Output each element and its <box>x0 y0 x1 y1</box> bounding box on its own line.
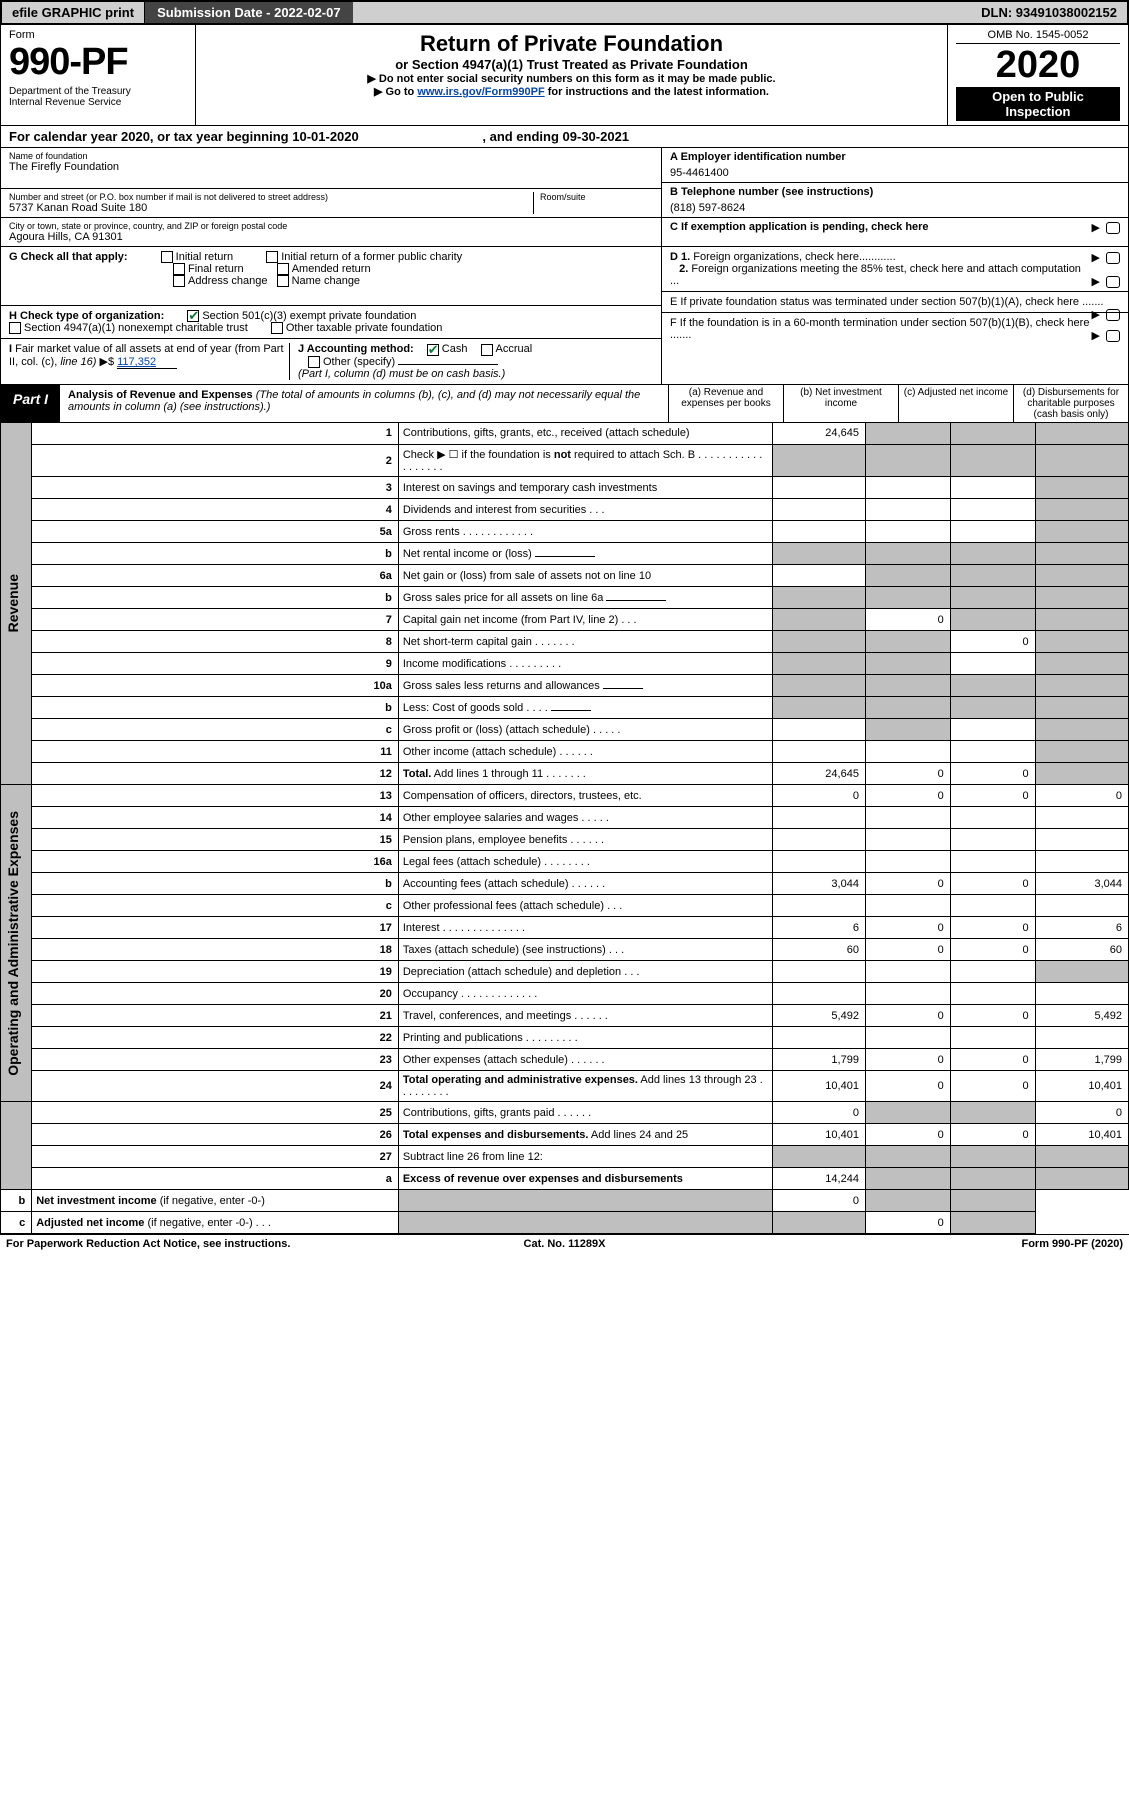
j-label: J Accounting method: <box>298 343 414 355</box>
d1-check[interactable] <box>1106 252 1120 264</box>
g1-check[interactable] <box>161 251 173 263</box>
j1-check[interactable] <box>427 344 439 356</box>
j2-check[interactable] <box>481 344 493 356</box>
j3-check[interactable] <box>308 356 320 368</box>
g3-check[interactable] <box>173 263 185 275</box>
foundation-name: The Firefly Foundation <box>9 161 653 173</box>
part1-title: Analysis of Revenue and Expenses <box>68 389 253 401</box>
form-subtitle: or Section 4947(a)(1) Trust Treated as P… <box>204 57 939 72</box>
name-label: Name of foundation <box>9 151 653 161</box>
footer-left: For Paperwork Reduction Act Notice, see … <box>6 1238 378 1250</box>
addr-label: Number and street (or P.O. box number if… <box>9 192 533 202</box>
dept: Department of the TreasuryInternal Reven… <box>9 86 187 108</box>
d2-check[interactable] <box>1106 276 1120 288</box>
footer-mid: Cat. No. 11289X <box>378 1238 750 1250</box>
h1-check[interactable] <box>187 310 199 322</box>
form-title: Return of Private Foundation <box>204 31 939 57</box>
checks-section: G Check all that apply: Initial return I… <box>0 247 1129 385</box>
g2-check[interactable] <box>266 251 278 263</box>
calendar-year: For calendar year 2020, or tax year begi… <box>0 126 1129 148</box>
fmv-link[interactable]: 117,352 <box>117 356 177 369</box>
g5-check[interactable] <box>173 275 185 287</box>
dln: DLN: 93491038002152 <box>971 2 1127 23</box>
city-label: City or town, state or province, country… <box>9 221 653 231</box>
telephone: (818) 597-8624 <box>670 202 1120 214</box>
omb-number: OMB No. 1545-0052 <box>956 29 1120 44</box>
topbar: efile GRAPHIC print Submission Date - 20… <box>0 0 1129 25</box>
form-note2: ▶ Go to www.irs.gov/Form990PF for instru… <box>204 85 939 98</box>
room-label: Room/suite <box>540 192 653 202</box>
i-label: I <box>9 343 12 355</box>
footer-right: Form 990-PF (2020) <box>751 1238 1123 1250</box>
efile-btn[interactable]: efile GRAPHIC print <box>2 2 145 23</box>
f-check[interactable] <box>1106 330 1120 342</box>
col-b-header: (b) Net investment income <box>783 385 898 422</box>
open-public: Open to Public Inspection <box>956 87 1120 121</box>
main-table: Revenue1Contributions, gifts, grants, et… <box>0 423 1129 1235</box>
submission-date: Submission Date - 2022-02-07 <box>145 2 353 23</box>
form-header: Form 990-PF Department of the TreasuryIn… <box>0 25 1129 126</box>
revenue-side: Revenue <box>5 574 21 632</box>
instructions-link[interactable]: www.irs.gov/Form990PF <box>417 86 544 98</box>
part1-tag: Part I <box>1 385 60 422</box>
part1-header: Part I Analysis of Revenue and Expenses … <box>0 385 1129 423</box>
tax-year: 2020 <box>956 44 1120 87</box>
form-note1: ▶ Do not enter social security numbers o… <box>204 72 939 85</box>
c-label: C If exemption application is pending, c… <box>670 221 929 233</box>
g6-check[interactable] <box>277 275 289 287</box>
e-label: E If private foundation status was termi… <box>670 296 1104 308</box>
h-label: H Check type of organization: <box>9 310 164 322</box>
footer: For Paperwork Reduction Act Notice, see … <box>0 1234 1129 1253</box>
col-a-header: (a) Revenue and expenses per books <box>668 385 783 422</box>
address: 5737 Kanan Road Suite 180 <box>9 202 533 214</box>
j-note: (Part I, column (d) must be on cash basi… <box>298 368 505 380</box>
f-label: F If the foundation is in a 60-month ter… <box>670 317 1089 341</box>
expenses-side: Operating and Administrative Expenses <box>5 811 21 1076</box>
e-check[interactable] <box>1106 309 1120 321</box>
col-d-header: (d) Disbursements for charitable purpose… <box>1013 385 1128 422</box>
ein: 95-4461400 <box>670 167 1120 179</box>
c-checkbox[interactable] <box>1106 222 1120 234</box>
g-label: G Check all that apply: <box>9 251 128 263</box>
h2-check[interactable] <box>9 322 21 334</box>
form-number: 990-PF <box>9 41 187 84</box>
g4-check[interactable] <box>277 263 289 275</box>
form-label: Form <box>9 29 187 41</box>
ein-label: A Employer identification number <box>670 151 1120 163</box>
h3-check[interactable] <box>271 322 283 334</box>
identification: Name of foundation The Firefly Foundatio… <box>0 148 1129 247</box>
city: Agoura Hills, CA 91301 <box>9 231 653 243</box>
tel-label: B Telephone number (see instructions) <box>670 186 1120 198</box>
col-c-header: (c) Adjusted net income <box>898 385 1013 422</box>
